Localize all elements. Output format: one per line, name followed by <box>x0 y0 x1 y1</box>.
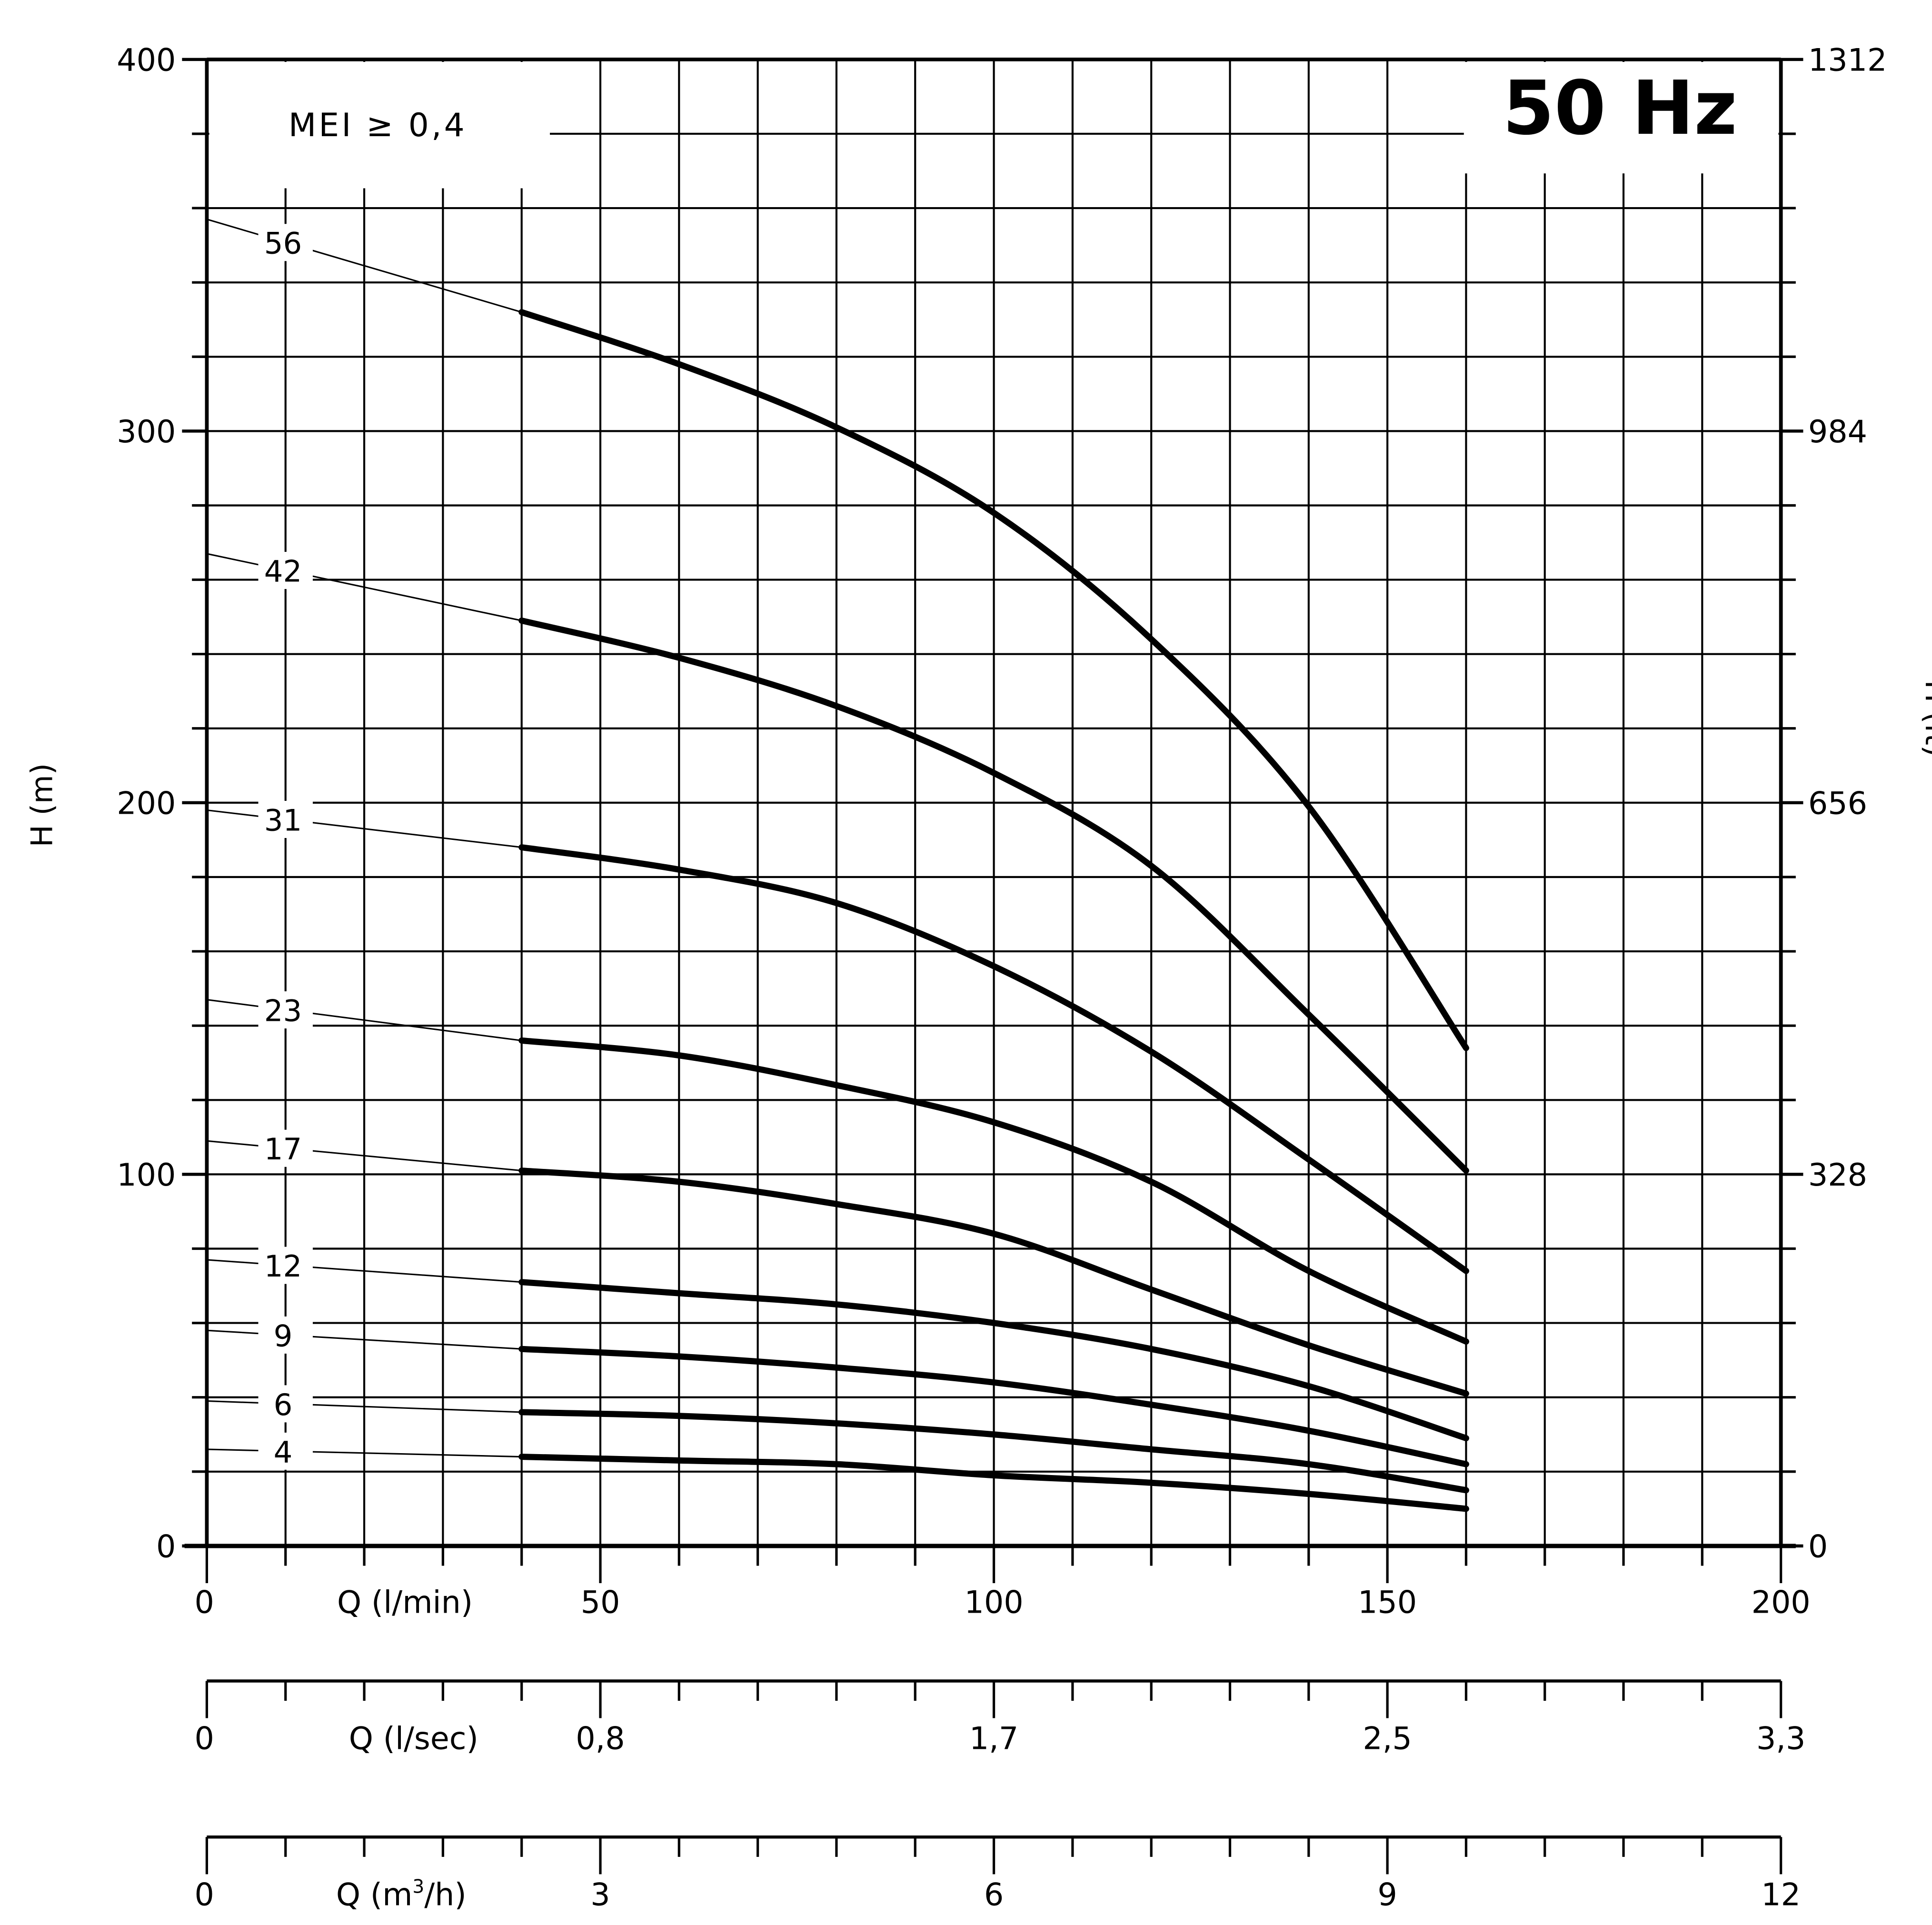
curve-label-bg <box>258 1129 313 1167</box>
x-lsec-tick-label: 0 <box>195 1721 214 1757</box>
curve-label-56: 56 <box>264 226 302 261</box>
curve-label-12: 12 <box>264 1249 302 1284</box>
y-tick-label: 300 <box>117 414 176 450</box>
x-tick-label: 200 <box>1752 1585 1811 1620</box>
curve-9 <box>518 1346 1469 1467</box>
curve-label-9: 9 <box>274 1318 293 1353</box>
mei-box-mask <box>209 62 550 189</box>
curve-label-bg <box>258 1247 313 1284</box>
x-lsec-tick-label: 2,5 <box>1363 1721 1412 1757</box>
curve-label-bg <box>258 1316 313 1354</box>
curve-label-6: 6 <box>274 1387 293 1422</box>
curve-17 <box>518 1167 1469 1397</box>
curve-label-23: 23 <box>264 993 302 1028</box>
x-m3h-tick-label: 9 <box>1377 1877 1397 1913</box>
mei-annotation: MEI ≥ 0,4 <box>289 106 467 144</box>
curve-label-bg <box>258 1432 313 1470</box>
curve-31 <box>518 844 1469 1274</box>
x-m3h-tick-label: 6 <box>984 1877 1004 1913</box>
curve-42 <box>518 617 1469 1174</box>
curve-label-31: 31 <box>264 803 302 838</box>
curve-12 <box>518 1279 1469 1442</box>
x-lsec-tick-label: 3,3 <box>1756 1721 1805 1757</box>
y-right-tick-label: 0 <box>1808 1529 1828 1565</box>
x-axis-lsec-label: Q (l/sec) <box>349 1721 478 1757</box>
curve-4 <box>518 1454 1469 1512</box>
curve-label-4: 4 <box>274 1435 293 1469</box>
curve-label-bg <box>258 224 313 261</box>
y-tick-label: 200 <box>117 786 176 821</box>
curve-label-bg <box>258 800 313 838</box>
curve-label-42: 42 <box>264 554 302 588</box>
y-tick-label: 400 <box>117 42 176 78</box>
y-tick-label: 0 <box>156 1529 176 1565</box>
x-m3h-tick-label: 12 <box>1761 1877 1801 1913</box>
x-tick-label: 100 <box>964 1585 1023 1620</box>
x-axis-label: Q (l/min) <box>337 1585 473 1620</box>
x-m3h-tick-label: 0 <box>195 1877 214 1913</box>
x-tick-label: 0 <box>195 1585 214 1620</box>
y-right-tick-label: 656 <box>1808 786 1867 821</box>
y-right-tick-label: 984 <box>1808 414 1867 450</box>
curve-label-17: 17 <box>264 1132 302 1167</box>
curve-6 <box>518 1409 1469 1494</box>
x-axis-m3h-label: Q (m3/h) <box>336 1876 467 1913</box>
curves <box>518 309 1469 1512</box>
y-right-tick-label: 328 <box>1808 1157 1867 1193</box>
y-tick-label: 100 <box>117 1157 176 1193</box>
y-axis-label: H (m) <box>24 763 59 847</box>
y-right-tick-label: 1312 <box>1808 42 1887 78</box>
curve-label-bg <box>258 991 313 1029</box>
hz-box-mask <box>1464 62 1779 174</box>
curve-label-bg <box>258 552 313 589</box>
curve-23 <box>518 1037 1469 1345</box>
curve-leader-lines: 56 42 31 23 17 12 9 6 4 <box>206 218 522 1470</box>
x-m3h-tick-label: 3 <box>590 1877 610 1913</box>
x-tick-labels: 0 50 100 150 200 0 0,8 1,7 2,5 3,3 0 3 6 9 12 <box>195 1585 1811 1913</box>
x-lsec-tick-label: 0,8 <box>576 1721 625 1757</box>
y-axis-right-label: H (ft) <box>1919 680 1932 757</box>
x-tick-label: 50 <box>581 1585 620 1620</box>
curve-label-bg <box>258 1385 313 1423</box>
x-lsec-tick-label: 1,7 <box>969 1721 1018 1757</box>
curve-56 <box>518 309 1469 1051</box>
chart-title: 50 Hz <box>1503 65 1737 151</box>
x-tick-label: 150 <box>1358 1585 1417 1620</box>
